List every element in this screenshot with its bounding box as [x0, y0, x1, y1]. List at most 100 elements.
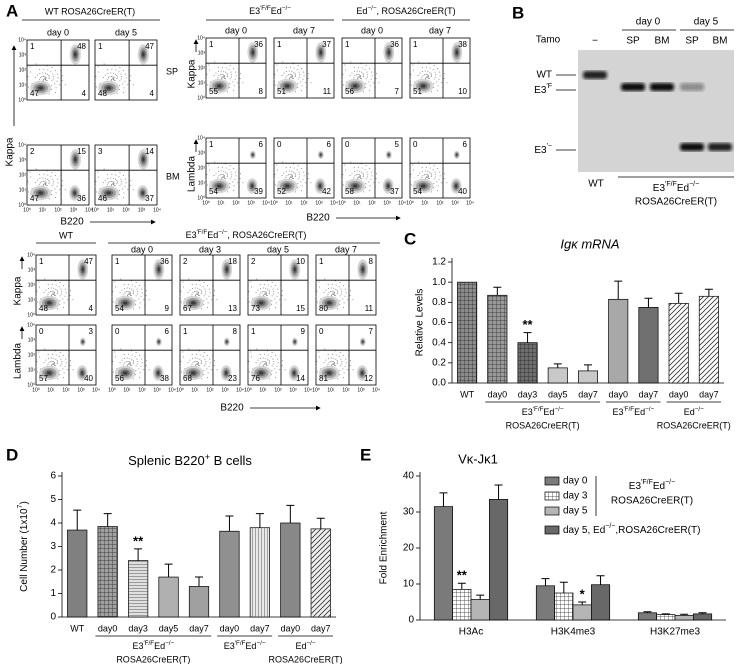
event-dot	[70, 290, 72, 292]
event-dot	[301, 167, 303, 169]
panel-letter: A	[6, 1, 18, 20]
event-dot	[297, 83, 299, 85]
bar-texture	[311, 528, 331, 617]
event-dot	[371, 75, 373, 77]
event-dot	[63, 372, 65, 374]
event-dot	[315, 366, 317, 368]
event-dot	[43, 68, 45, 70]
event-dot	[359, 176, 361, 178]
legend-label: day 5, Ed−/−,ROSA26CreER(T)	[563, 523, 700, 536]
event-dot	[324, 278, 326, 280]
event-dot	[64, 295, 66, 297]
event-dot	[209, 358, 211, 360]
event-dot	[237, 182, 239, 184]
event-dot	[343, 377, 345, 379]
quadrant-percent: 54	[115, 304, 124, 313]
event-dot	[429, 167, 431, 169]
error-bar	[674, 292, 683, 304]
event-dot	[218, 71, 220, 73]
event-dot	[272, 288, 274, 290]
event-dot	[207, 307, 209, 309]
event-dot	[419, 193, 421, 195]
density-contour	[284, 184, 290, 188]
event-dot	[213, 175, 215, 177]
event-dot	[367, 174, 369, 176]
event-dot	[193, 361, 195, 363]
event-dot	[270, 286, 272, 288]
event-dot	[277, 69, 279, 71]
event-dot	[275, 284, 277, 286]
y-tick-label: 10²	[19, 67, 27, 73]
x-tick-label: 10⁴	[262, 200, 270, 206]
density-contour	[158, 340, 160, 343]
group-label-part: Ed	[684, 407, 695, 417]
event-dot	[113, 182, 115, 184]
event-dot	[225, 71, 227, 73]
quadrant-percent: 14	[145, 147, 154, 156]
event-dot	[297, 165, 299, 167]
event-dot	[197, 293, 199, 295]
event-dot	[48, 93, 50, 95]
group-title-part: E3	[186, 230, 197, 240]
event-dot	[350, 161, 352, 163]
event-dot	[316, 290, 318, 292]
event-dot	[44, 72, 46, 74]
event-dot	[285, 176, 287, 178]
event-dot	[266, 365, 268, 367]
event-dot	[54, 197, 56, 199]
event-dot	[127, 290, 129, 292]
event-dot	[135, 365, 137, 367]
y-axis-label-part: )	[19, 501, 30, 504]
quadrant-percent: 2	[251, 257, 256, 266]
event-dot	[335, 288, 337, 290]
lane-label: SP	[685, 36, 699, 47]
event-dot	[290, 174, 292, 176]
error-bar	[134, 548, 143, 561]
event-dot	[429, 67, 431, 69]
event-dot	[429, 71, 431, 73]
event-dot	[220, 70, 222, 72]
event-dot	[365, 183, 367, 185]
x-tick-label: 10⁰	[91, 207, 99, 213]
event-dot	[293, 167, 295, 169]
row-label: BM	[166, 171, 180, 181]
error-bar	[439, 492, 448, 507]
group-label: Ed−/−	[295, 640, 315, 652]
event-dot	[439, 75, 441, 77]
event-dot	[51, 67, 53, 69]
day-label: day 7	[335, 244, 357, 254]
event-dot	[341, 361, 343, 363]
event-dot	[316, 360, 318, 362]
event-dot	[207, 284, 209, 286]
event-dot	[310, 182, 312, 184]
event-dot	[61, 80, 63, 82]
event-dot	[39, 69, 41, 71]
quadrant-percent: 8	[259, 87, 264, 96]
event-dot	[422, 175, 424, 177]
event-dot	[350, 61, 352, 63]
event-dot	[132, 292, 134, 294]
event-dot	[260, 358, 262, 360]
group-title-part: −/−	[282, 5, 291, 12]
significance-mark: **	[133, 533, 144, 548]
event-dot	[443, 178, 445, 180]
event-dot	[209, 292, 211, 294]
group-title-part: Ed	[271, 6, 282, 16]
quadrant-percent: 8	[233, 327, 238, 336]
event-dot	[357, 66, 359, 68]
event-dot	[112, 181, 114, 183]
legend-swatch	[544, 525, 560, 535]
event-dot	[363, 174, 365, 176]
event-dot	[53, 76, 55, 78]
y-axis-label-part: 7	[17, 504, 24, 508]
event-dot	[45, 182, 47, 184]
event-dot	[64, 365, 66, 367]
event-dot	[369, 67, 371, 69]
event-dot	[141, 288, 143, 290]
group-label-part: −/−	[165, 640, 174, 647]
event-dot	[342, 173, 344, 175]
event-dot	[350, 360, 352, 362]
event-dot	[111, 75, 113, 77]
event-dot	[419, 172, 421, 174]
event-dot	[345, 358, 347, 360]
